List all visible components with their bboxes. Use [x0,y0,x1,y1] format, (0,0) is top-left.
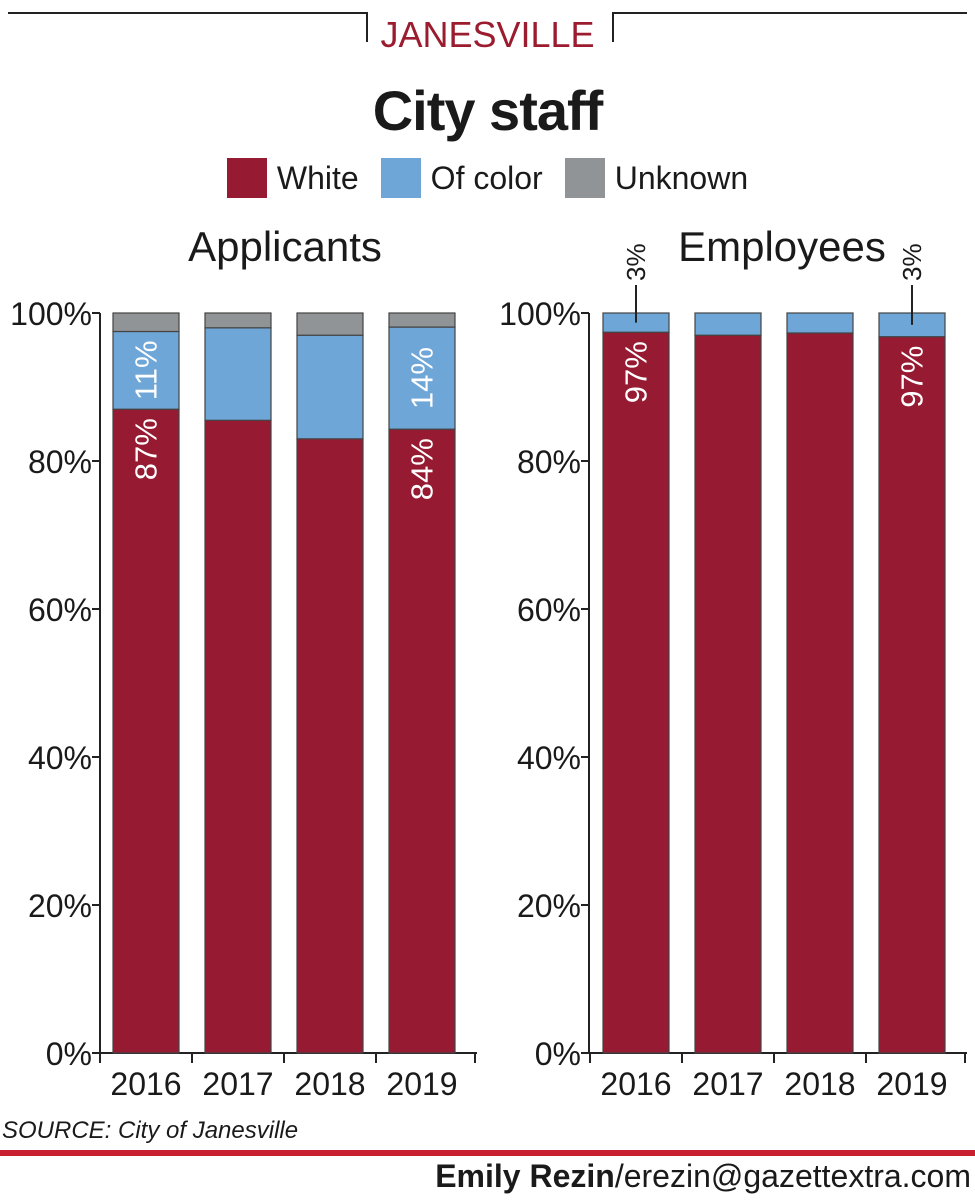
employees-x-label-2016: 2016 [600,1066,671,1102]
employees-bar-2016-white [602,331,670,1054]
applicants-bar-2018-of-color [296,334,364,440]
applicants-y-tick-label-0: 0% [46,1036,92,1072]
legend: White Of color Unknown [0,158,975,198]
applicants-bar-2017-unknown [204,312,272,329]
employees-bar-2018-of-color [786,312,854,334]
chart-title: City staff [372,79,604,142]
employees-y-tick-label-3: 60% [517,592,581,628]
applicants-bar-2016-of-color [112,330,180,410]
employees-y-tick-label-1: 20% [517,888,581,924]
applicants-x-label-2019: 2019 [386,1066,457,1102]
applicants-y-tick-label-5: 100% [10,296,92,332]
applicants-bar-2016-white [112,408,180,1054]
applicants-x-label-2018: 2018 [294,1066,365,1102]
employees-x-label-2018: 2018 [784,1066,855,1102]
employees-bar-2017-of-color [694,312,762,336]
employees-y-tick-label-2: 40% [517,740,581,776]
employees-y-tick-label-5: 100% [499,296,581,332]
applicants-x-label-2017: 2017 [202,1066,273,1102]
applicants-data-label-2019-white: 84% [405,438,440,500]
applicants-bar-2016-unknown [112,312,180,333]
employees-bar-2017-white [694,334,762,1054]
applicants-bar-2018-unknown [296,312,364,336]
legend-item-unknown: Unknown [564,158,749,198]
employees-y-tick-label-0: 0% [535,1036,581,1072]
employees-bar-2019-white [878,336,946,1054]
legend-swatch-unknown [564,158,605,198]
legend-swatch-of-color [380,158,421,198]
applicants-data-label-2016-white: 87% [129,418,164,480]
legend-label-white: White [276,159,359,196]
kicker-rule-left [8,12,368,14]
applicants-bar-2019-unknown [388,312,456,328]
applicants-y-tick-label-1: 20% [28,888,92,924]
applicants-panel-title: Applicants [188,223,382,270]
legend-item-of-color: Of color [380,158,543,198]
employees-data-label-2016-white: 97% [619,341,654,403]
applicants-chart: Applicants 0% 20% 40% 60% 80% 100% 2016 2017 2018… [10,223,477,1102]
applicants-y-tick-label-2: 40% [28,740,92,776]
employees-data-label-2016-of-color: 3% [621,243,651,281]
employees-panel-title: Employees [678,223,886,270]
kicker: JANESVILLE [380,14,595,55]
applicants-bar-2019-of-color [388,326,456,430]
employees-chart: Employees 0% 20% 40% 60% 80% 100% 2016 2017 2018 2… [499,223,967,1102]
applicants-data-label-2019-of-color: 14% [405,347,440,409]
legend-item-white: White [226,158,359,198]
employees-data-label-2019-of-color: 3% [897,243,927,281]
credit-email: /erezin@gazettextra.com [614,1158,971,1194]
employees-x-label-2019: 2019 [876,1066,947,1102]
legend-label-of-color: Of color [430,159,543,196]
legend-swatch-white [226,158,267,198]
employees-data-label-2019-white: 97% [895,346,930,408]
credit-line: Emily Rezin/erezin@gazettextra.com [435,1158,971,1195]
kicker-rule-right-tick [612,12,614,42]
applicants-data-label-2016-of-color: 11% [129,340,164,400]
footer-rule [0,1150,975,1156]
employees-y-tick-label-4: 80% [517,444,581,480]
employees-bar-2018-white [786,332,854,1054]
credit-name: Emily Rezin [435,1158,615,1194]
applicants-bar-2018-white [296,438,364,1054]
applicants-x-label-2016: 2016 [110,1066,181,1102]
source-note: SOURCE: City of Janesville [2,1117,299,1144]
kicker-rule-right [612,12,967,14]
applicants-y-tick-label-4: 80% [28,444,92,480]
employees-x-label-2017: 2017 [692,1066,763,1102]
applicants-y-tick-label-3: 60% [28,592,92,628]
applicants-bar-2019-white [388,428,456,1054]
kicker-rule-left-tick [366,12,368,42]
applicants-bar-2017-of-color [204,327,272,421]
legend-label-unknown: Unknown [614,159,749,196]
applicants-bar-2017-white [204,419,272,1054]
